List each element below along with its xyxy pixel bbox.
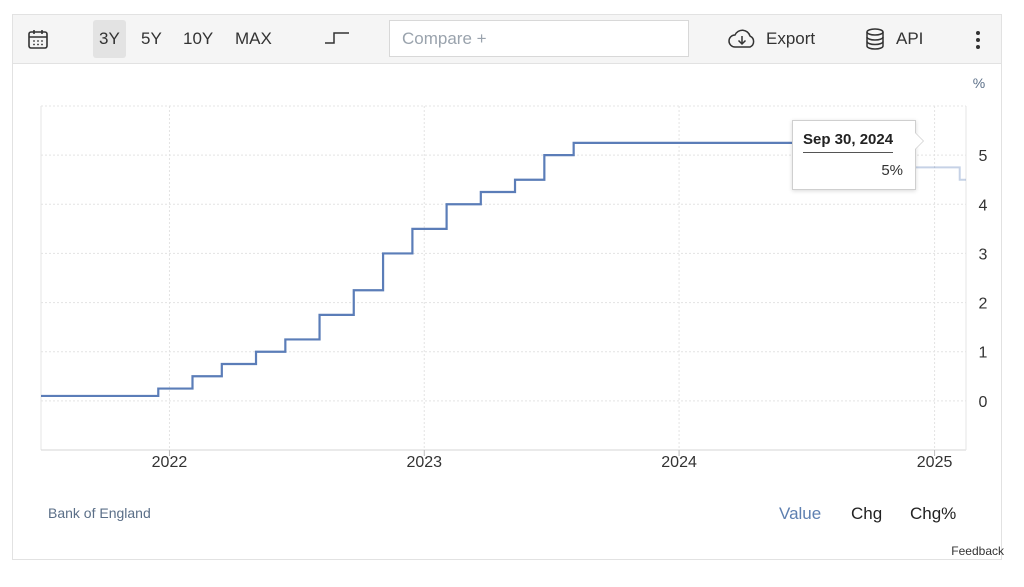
x-tick-label: 2024 [661,454,697,471]
x-tick-label: 2025 [917,454,953,471]
y-tick-label: 4 [979,197,988,214]
tooltip-value: 5% [881,162,903,179]
range-10y-button[interactable]: 10Y [183,29,214,48]
cloud-download-icon[interactable] [727,28,757,55]
y-unit-label: % [973,75,985,91]
api-button[interactable]: API [896,29,924,48]
y-tick-label: 5 [979,148,988,165]
y-tick-label: 2 [979,296,988,313]
x-tick-label: 2023 [406,454,442,471]
more-vertical-icon[interactable] [974,30,982,55]
chart-tooltip: Sep 30, 2024 5% [792,120,923,190]
y-tick-label: 3 [979,246,988,263]
tooltip-date: Sep 30, 2024 [803,131,894,153]
calendar-icon[interactable] [27,28,49,55]
tooltip-arrow [915,133,923,149]
range-3y-button[interactable]: 3Y [93,20,126,58]
x-tick-label: 2022 [152,454,188,471]
y-tick-label: 0 [979,394,988,411]
data-source-link[interactable]: Bank of England [48,505,151,521]
range-max-button[interactable]: MAX [235,29,272,48]
export-button[interactable]: Export [766,29,816,48]
feedback-link[interactable]: Feedback [951,544,1004,558]
tab-chg[interactable]: Chg [851,504,883,523]
tab-chg-percent[interactable]: Chg% [910,504,957,523]
database-icon[interactable] [864,27,886,56]
compare-input[interactable] [389,20,689,57]
series-line [41,141,870,398]
y-tick-label: 1 [979,345,988,362]
chart-toolbar: 3Y 5Y 10Y MAX Export API [12,14,1002,64]
range-5y-button[interactable]: 5Y [141,29,162,48]
step-chart-icon[interactable] [324,29,350,52]
tab-value[interactable]: Value [779,504,822,523]
